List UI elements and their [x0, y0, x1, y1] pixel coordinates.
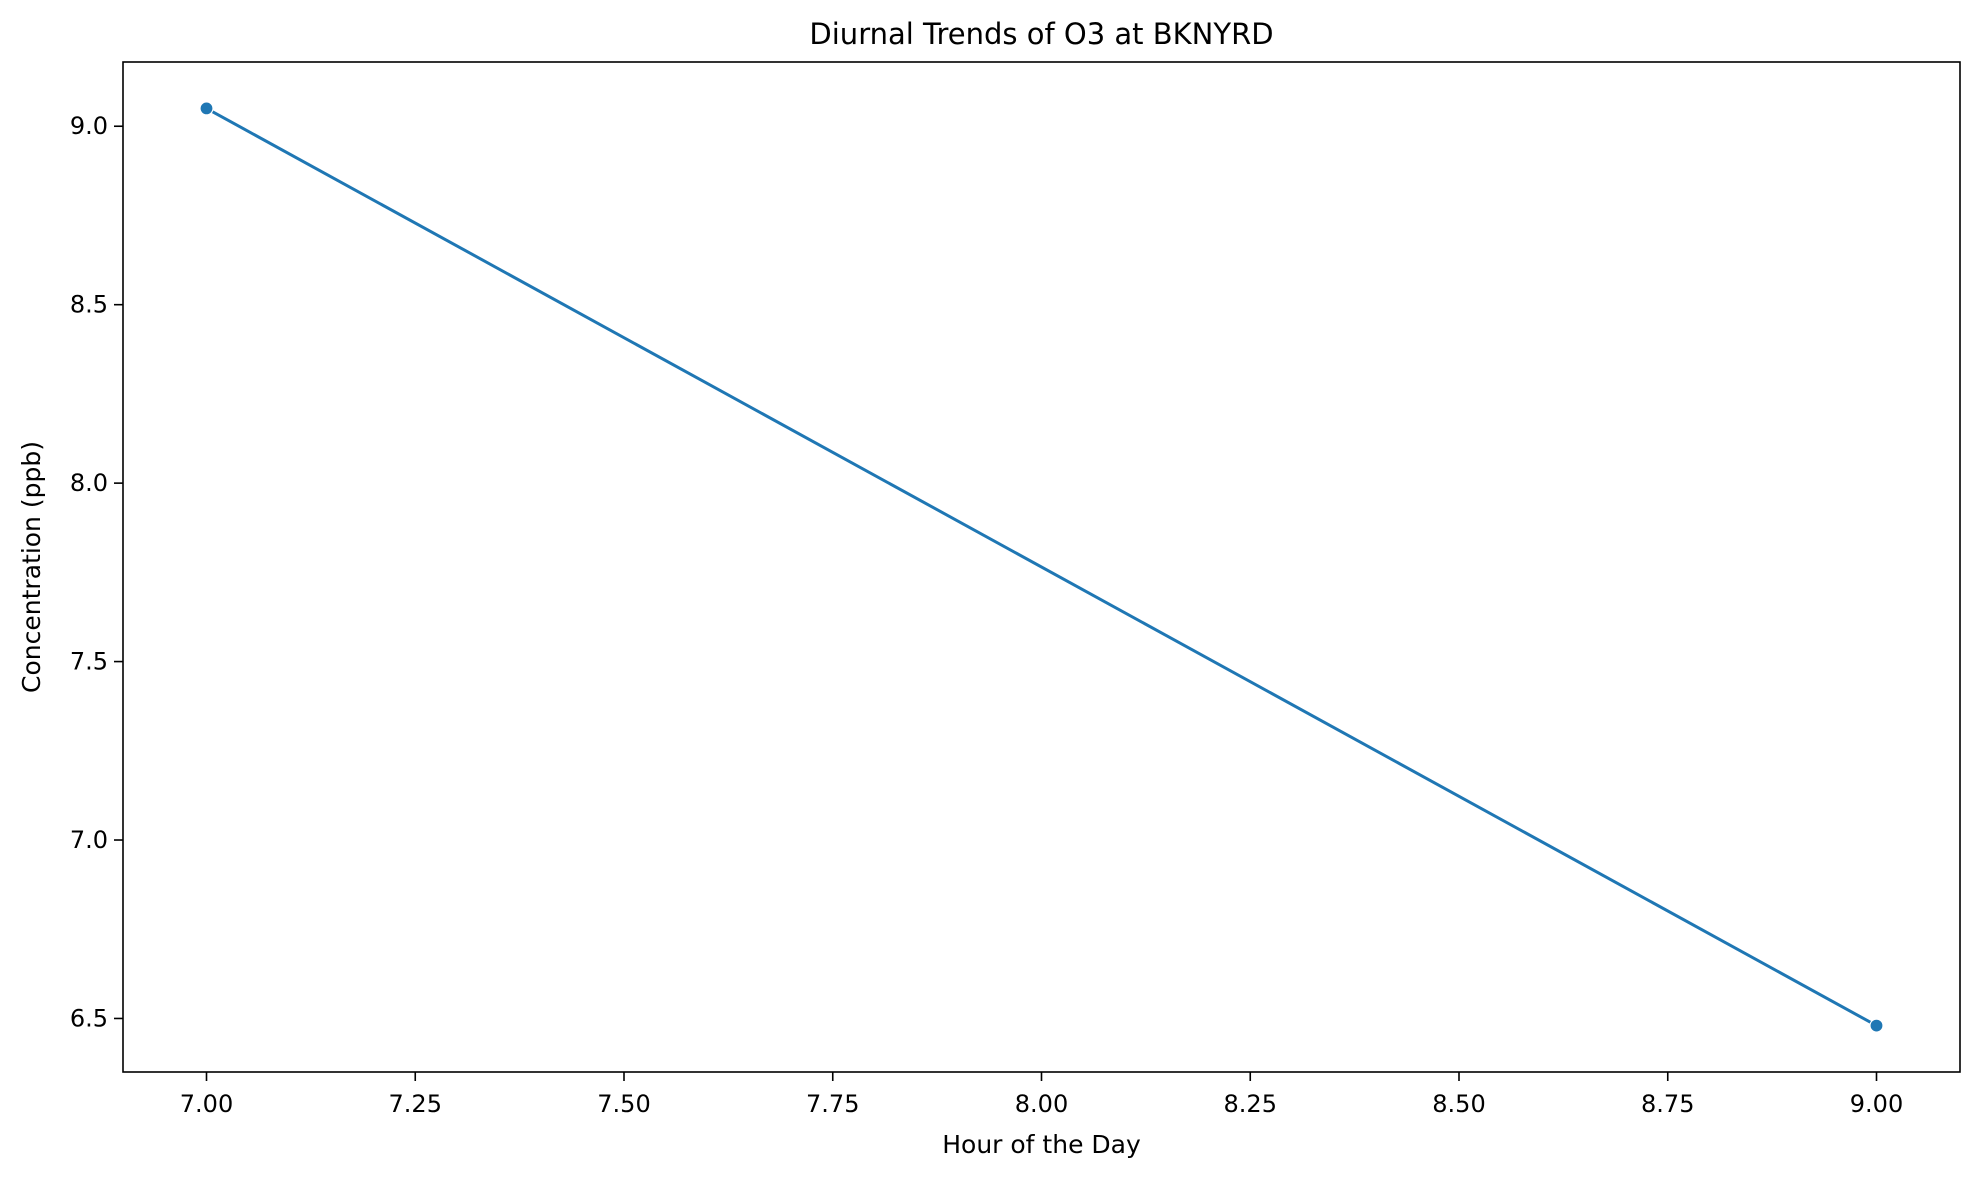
data-point	[199, 101, 214, 116]
x-tick-label: 7.25	[389, 1090, 442, 1118]
x-tick-label: 8.00	[1015, 1090, 1068, 1118]
series-line	[205, 107, 1878, 1027]
y-tick-label: 9.0	[70, 112, 108, 140]
x-tick-label: 7.75	[806, 1090, 859, 1118]
x-tick-label: 7.50	[597, 1090, 650, 1118]
x-tick-label: 8.50	[1432, 1090, 1485, 1118]
y-tick-label: 7.0	[70, 826, 108, 854]
plot-frame	[122, 61, 1961, 1073]
x-tick-label: 8.25	[1224, 1090, 1277, 1118]
y-tick-label: 8.5	[70, 291, 108, 319]
x-tick-label: 9.00	[1850, 1090, 1903, 1118]
x-axis-label: Hour of the Day	[942, 1130, 1141, 1159]
series-layer	[199, 101, 1884, 1033]
x-tick-label: 8.75	[1641, 1090, 1694, 1118]
y-tick-label: 8.0	[70, 469, 108, 497]
chart-title: Diurnal Trends of O3 at BKNYRD	[809, 17, 1273, 51]
y-axis-label: Concentration (ppb)	[17, 441, 46, 693]
y-axis-ticks: 6.5 7.0 7.5 8.0 8.5 9.0	[70, 112, 123, 1032]
y-tick-label: 6.5	[70, 1004, 108, 1032]
x-tick-label: 7.00	[180, 1090, 233, 1118]
y-tick-label: 7.5	[70, 648, 108, 676]
x-axis-ticks: 7.00 7.25 7.50 7.75 8.00 8.25 8.50 8.75 9.00	[180, 1072, 1903, 1118]
data-point	[1869, 1018, 1884, 1033]
